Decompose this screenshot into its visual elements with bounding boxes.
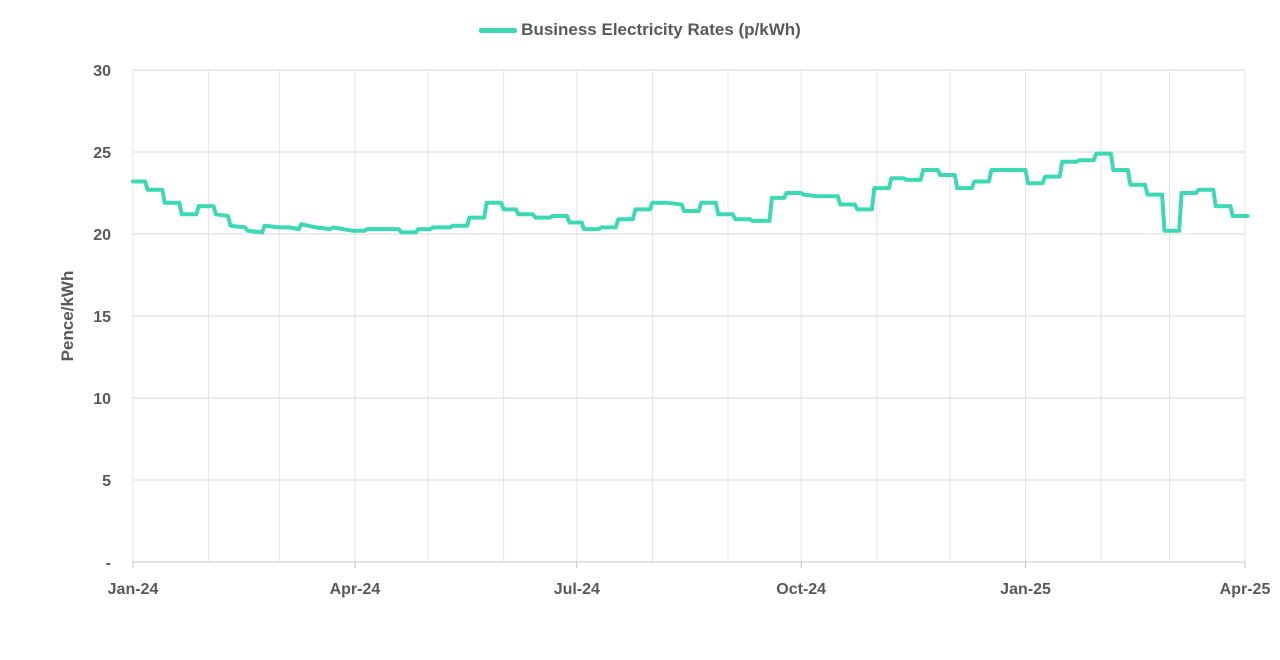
legend: Business Electricity Rates (p/kWh) [0,18,1280,42]
legend-label: Business Electricity Rates (p/kWh) [521,20,801,39]
y-tick-label: 5 [102,473,111,490]
x-tick-label: Jul-24 [554,581,600,598]
y-axis-title: Pence/kWh [58,271,77,362]
series-line [131,151,1250,235]
x-tick-label: Apr-24 [330,581,381,598]
legend-swatch [479,27,518,33]
y-tick-label: 25 [93,145,111,162]
x-tick-label: Oct-24 [776,581,826,598]
x-tick-label: Jan-24 [108,581,159,598]
y-tick-label: - [106,555,111,572]
x-tick-label: Jan-25 [1000,581,1051,598]
y-tick-label: 20 [93,227,111,244]
y-tick-label: 10 [93,391,111,408]
x-tick-label: Apr-25 [1220,581,1271,598]
y-tick-label: 30 [93,63,111,80]
y-tick-label: 15 [93,309,111,326]
